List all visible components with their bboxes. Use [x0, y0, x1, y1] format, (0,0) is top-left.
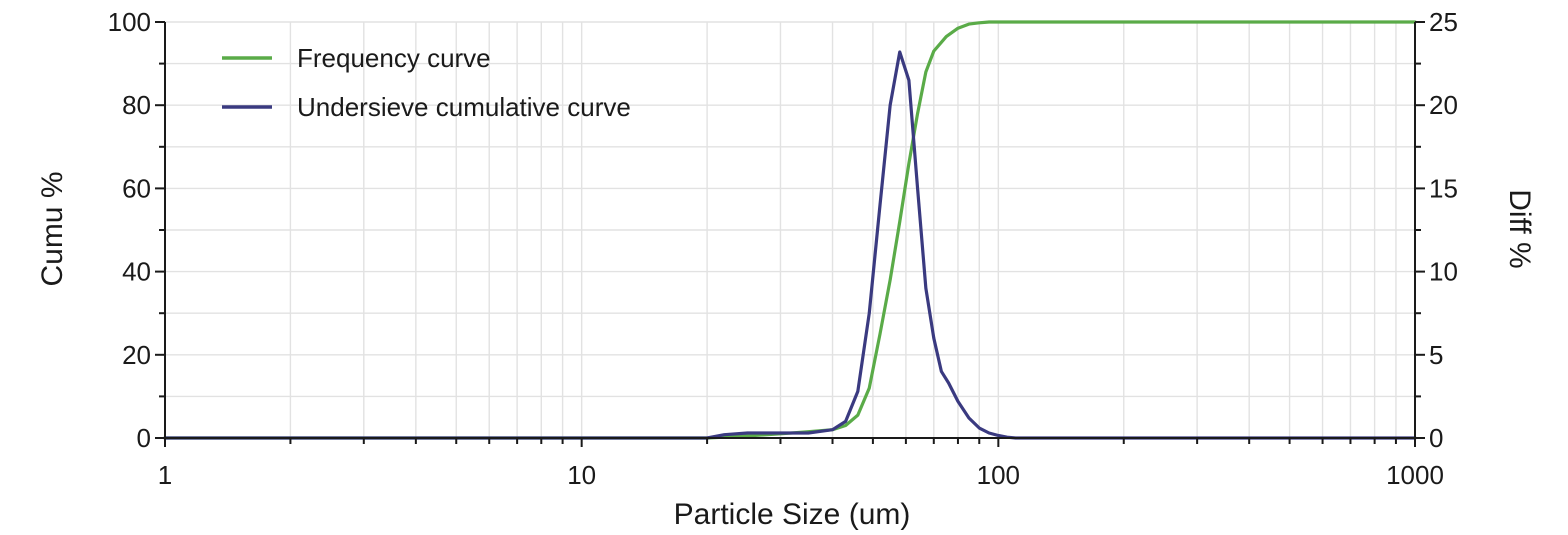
- x-tick-label: 1: [158, 460, 172, 490]
- y-left-tick-label: 0: [137, 423, 151, 453]
- legend-label-2: Undersieve cumulative curve: [297, 92, 631, 122]
- x-tick-label: 1000: [1386, 460, 1444, 490]
- x-tick-label: 10: [567, 460, 596, 490]
- y-right-tick-label: 0: [1429, 423, 1443, 453]
- axes: [155, 21, 1425, 447]
- y-right-tick-label: 25: [1429, 7, 1458, 37]
- y-left-axis-title: Cumu %: [36, 171, 69, 286]
- x-axis-title: Particle Size (um): [674, 498, 911, 531]
- y-right-tick-label: 15: [1429, 173, 1458, 203]
- legend: Frequency curve Undersieve cumulative cur…: [222, 43, 631, 122]
- grid: [164, 21, 1416, 439]
- y-left-tick-label: 80: [122, 90, 151, 120]
- legend-label-1: Frequency curve: [297, 43, 491, 73]
- y-left-tick-label: 40: [122, 257, 151, 287]
- y-right-tick-label: 10: [1429, 257, 1458, 287]
- x-tick-label: 100: [977, 460, 1020, 490]
- y-right-axis-title: Diff %: [1503, 189, 1536, 268]
- y-left-tick-label: 20: [122, 340, 151, 370]
- y-right-tick-label: 5: [1429, 340, 1443, 370]
- y-left-tick-label: 60: [122, 173, 151, 203]
- y-right-tick-label: 20: [1429, 90, 1458, 120]
- y-left-tick-label: 100: [108, 7, 151, 37]
